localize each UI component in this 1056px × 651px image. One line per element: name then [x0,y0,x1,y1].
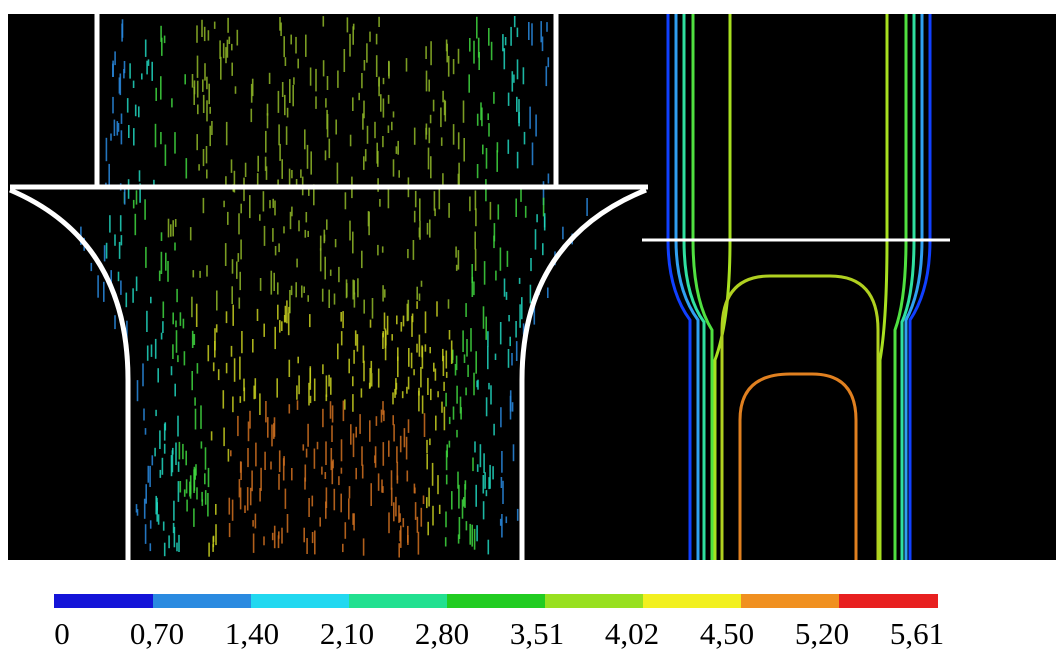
streamline [908,14,932,560]
geometry-outline [9,14,648,560]
streamline [900,14,916,560]
colorbar-segment [741,594,839,608]
colorbar-segment [545,594,643,608]
colorbar-segment [839,594,938,608]
colorbar-label: 4,50 [700,616,754,651]
streamline-loop [720,274,880,560]
colorbar-label: 2,80 [415,616,469,651]
colorbar-label: 4,02 [605,616,659,651]
colorbar-label: 2,10 [320,616,374,651]
streamline [893,14,908,560]
streamline [878,14,889,560]
inlet-walls [94,14,559,186]
vector-field [80,16,588,558]
streamline [904,14,924,560]
colorbar-segment [153,594,251,608]
field-background [8,14,1056,560]
colorbar-segment [349,594,447,608]
left-wall [9,187,131,560]
colorbar-segment [643,594,741,608]
streamlines [642,14,950,560]
streamline [682,14,706,560]
streamline-loop [738,372,858,560]
colorbar-label: 5,61 [890,616,944,651]
streamline [666,14,692,560]
streamline [713,14,732,560]
colorbar-label: 0,70 [130,616,184,651]
colorbar-label: 0 [54,616,70,651]
colorbar-label: 3,51 [510,616,564,651]
streamline [691,14,714,560]
colorbar-segment [251,594,349,608]
colorbar-labels: 0 0,70 1,40 2,10 2,80 3,51 4,02 4,50 5,20 5,61 [54,616,944,651]
colorbar-segment [447,594,545,608]
colorbar-label: 1,40 [225,616,279,651]
right-wall [519,187,647,560]
streamline [674,14,700,560]
colorbar-segment [54,594,153,608]
colorbar-label: 5,20 [795,616,849,651]
colorbar [54,594,938,608]
